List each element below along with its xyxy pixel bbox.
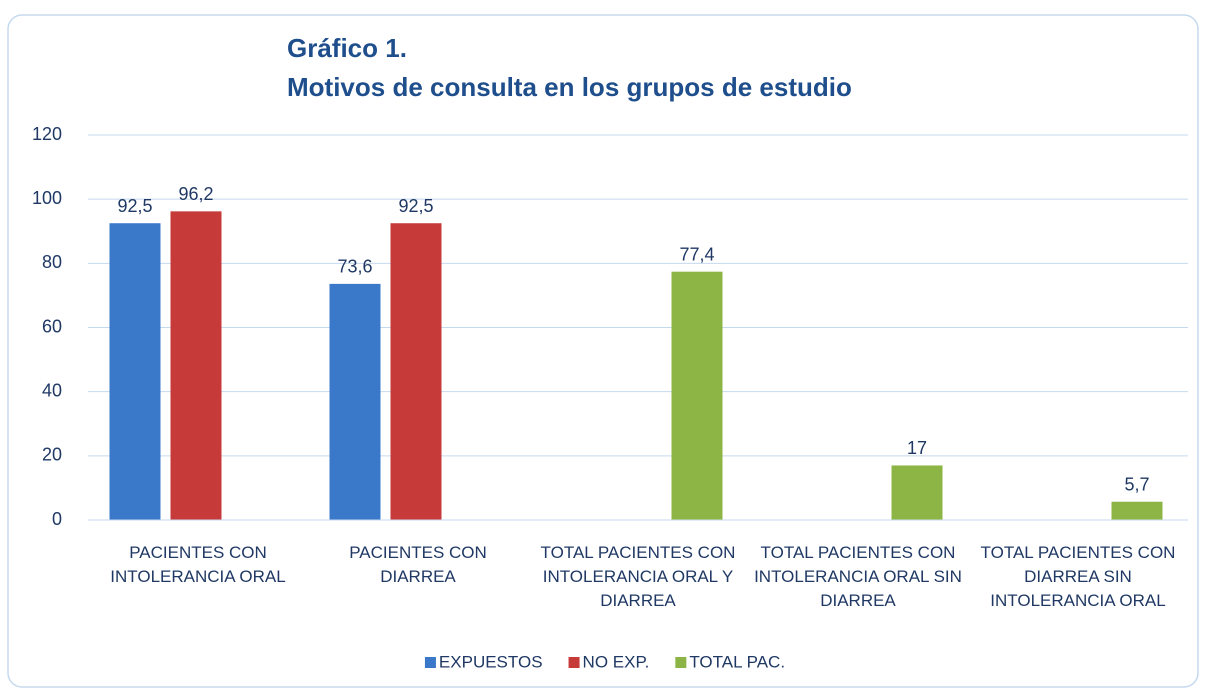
- legend-swatch: [675, 657, 687, 668]
- x-tick-label: TOTAL PACIENTES CON DIARREA SIN INTOLERA…: [980, 543, 1176, 610]
- bar: [671, 271, 723, 520]
- bar: [170, 211, 222, 520]
- bar: [390, 223, 442, 520]
- bar: [109, 223, 161, 520]
- data-label: 73,6: [337, 257, 372, 277]
- legend-label: EXPUESTOS: [439, 652, 543, 671]
- y-tick-label: 60: [42, 316, 62, 336]
- bar: [329, 283, 381, 520]
- data-label: 5,7: [1124, 474, 1149, 494]
- x-tick-label: PACIENTES CON INTOLERANCIA ORAL: [110, 543, 286, 586]
- data-label: 92,5: [117, 196, 152, 216]
- data-label: 77,4: [679, 244, 714, 264]
- data-label: 92,5: [398, 196, 433, 216]
- y-tick-label: 120: [32, 124, 62, 144]
- bar: [891, 465, 943, 520]
- y-tick-label: 40: [42, 380, 62, 400]
- y-tick-label: 100: [32, 188, 62, 208]
- y-tick-label: 20: [42, 445, 62, 465]
- chart-subtitle: Motivos de consulta en los grupos de est…: [287, 72, 852, 102]
- x-tick-label: TOTAL PACIENTES CON INTOLERANCIA ORAL Y …: [540, 543, 736, 610]
- data-label: 17: [907, 438, 927, 458]
- legend-label: TOTAL PAC.: [689, 652, 785, 671]
- chart-title: Gráfico 1.: [287, 33, 407, 63]
- legend-swatch: [424, 657, 436, 668]
- x-tick-label: PACIENTES CON DIARREA: [349, 543, 487, 586]
- legend-swatch: [568, 657, 580, 668]
- legend-label: NO EXP.: [583, 652, 650, 671]
- y-tick-label: 0: [52, 509, 62, 529]
- y-tick-label: 80: [42, 252, 62, 272]
- data-label: 96,2: [178, 184, 213, 204]
- x-tick-label: TOTAL PACIENTES CON INTOLERANCIA ORAL SI…: [754, 543, 962, 610]
- bar: [1111, 501, 1163, 520]
